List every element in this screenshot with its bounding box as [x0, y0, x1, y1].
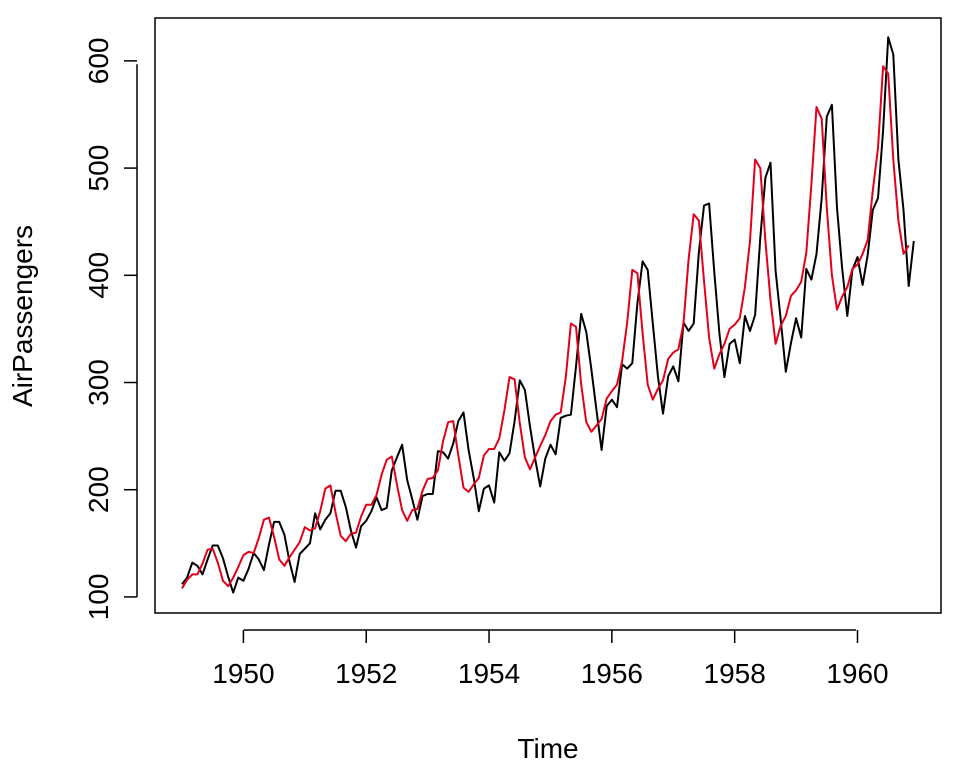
series-line-observed [181, 36, 915, 594]
x-tick-label: 1958 [704, 658, 766, 689]
x-tick-label: 1954 [458, 658, 520, 689]
plot-frame [154, 17, 942, 614]
y-tick-label: 600 [83, 38, 114, 85]
series-layer [181, 36, 915, 594]
y-axis-title: AirPassengers [7, 225, 38, 407]
y-tick-label: 100 [83, 574, 114, 621]
y-tick-label: 500 [83, 145, 114, 192]
x-tick-label: 1952 [335, 658, 397, 689]
y-tick-label: 400 [83, 252, 114, 299]
x-tick-label: 1956 [581, 658, 643, 689]
x-axis: 1950 1952 1954 1956 1958 1960 [212, 629, 889, 689]
x-tick-label: 1960 [826, 658, 888, 689]
x-axis-title: Time [517, 733, 578, 764]
y-tick-label: 200 [83, 466, 114, 513]
y-axis: 100 200 300 400 500 600 [83, 38, 138, 621]
x-tick-label: 1950 [212, 658, 274, 689]
series-line-fitted [181, 65, 910, 589]
y-tick-label: 300 [83, 359, 114, 406]
